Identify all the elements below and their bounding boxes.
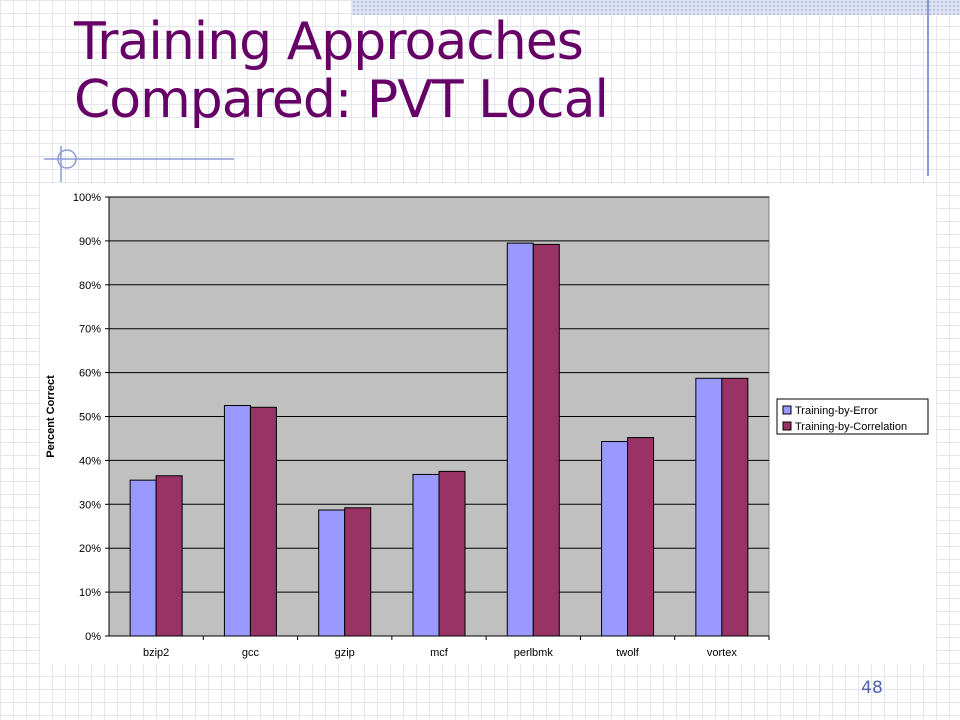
bar-correlation [249, 406, 277, 637]
x-tick-label: twolf [616, 647, 640, 659]
page-number: 48 [861, 678, 883, 698]
y-axis-label: Percent Correct [45, 375, 57, 458]
bar-correlation [532, 243, 560, 637]
x-tick-label: vortex [707, 647, 737, 659]
y-tick-label: 100% [73, 192, 101, 204]
x-tick-label: gcc [242, 647, 260, 659]
y-tick-label: 0% [85, 631, 101, 643]
bar-correlation [155, 475, 183, 637]
legend-swatch [782, 421, 792, 431]
y-tick-label: 90% [79, 236, 101, 248]
legend-label: Training-by-Correlation [795, 421, 907, 433]
x-tick-label: mcf [430, 647, 449, 659]
bar-correlation [344, 507, 372, 637]
y-tick-label: 70% [79, 324, 101, 336]
bar-chart: 0% 10% 20% 30% 40% 50% 60% 70% 80% 90% 100% bzip2 gc… [45, 192, 929, 659]
y-tick-label: 80% [79, 280, 101, 292]
bar-error [223, 405, 251, 637]
legend-swatch [782, 405, 792, 415]
decorative-dot-band [352, 0, 960, 15]
bar-correlation [627, 437, 655, 637]
y-tick-label: 50% [79, 412, 101, 424]
bar-error [695, 377, 723, 637]
bar-correlation [721, 377, 749, 637]
chart-area: 0% 10% 20% 30% 40% 50% 60% 70% 80% 90% 100% bzip2 gc… [40, 184, 936, 664]
slide-title-line-2: Compared: PVT Local [74, 70, 609, 130]
slide-title-line-1: Training Approaches [74, 12, 584, 72]
y-tick-label: 60% [79, 368, 101, 380]
bar-correlation [438, 470, 466, 637]
x-tick-label: gzip [335, 647, 355, 659]
crosshair-ornament [44, 146, 234, 182]
y-tick-label: 40% [79, 455, 101, 467]
y-tick-label: 20% [79, 543, 101, 555]
legend-label: Training-by-Error [795, 405, 878, 417]
x-tick-label: perlbmk [514, 647, 554, 659]
y-tick-label: 30% [79, 499, 101, 511]
bar-error [412, 473, 440, 637]
bar-error [601, 441, 629, 637]
bar-error [506, 242, 534, 637]
legend-box [776, 398, 929, 435]
x-tick-label: bzip2 [143, 647, 169, 659]
y-tick-label: 10% [79, 587, 101, 599]
slide-title: Training Approaches Compared: PVT Local [74, 14, 634, 128]
decorative-vertical-line [927, 0, 929, 176]
bar-error [318, 509, 346, 637]
bar-error [129, 479, 157, 637]
